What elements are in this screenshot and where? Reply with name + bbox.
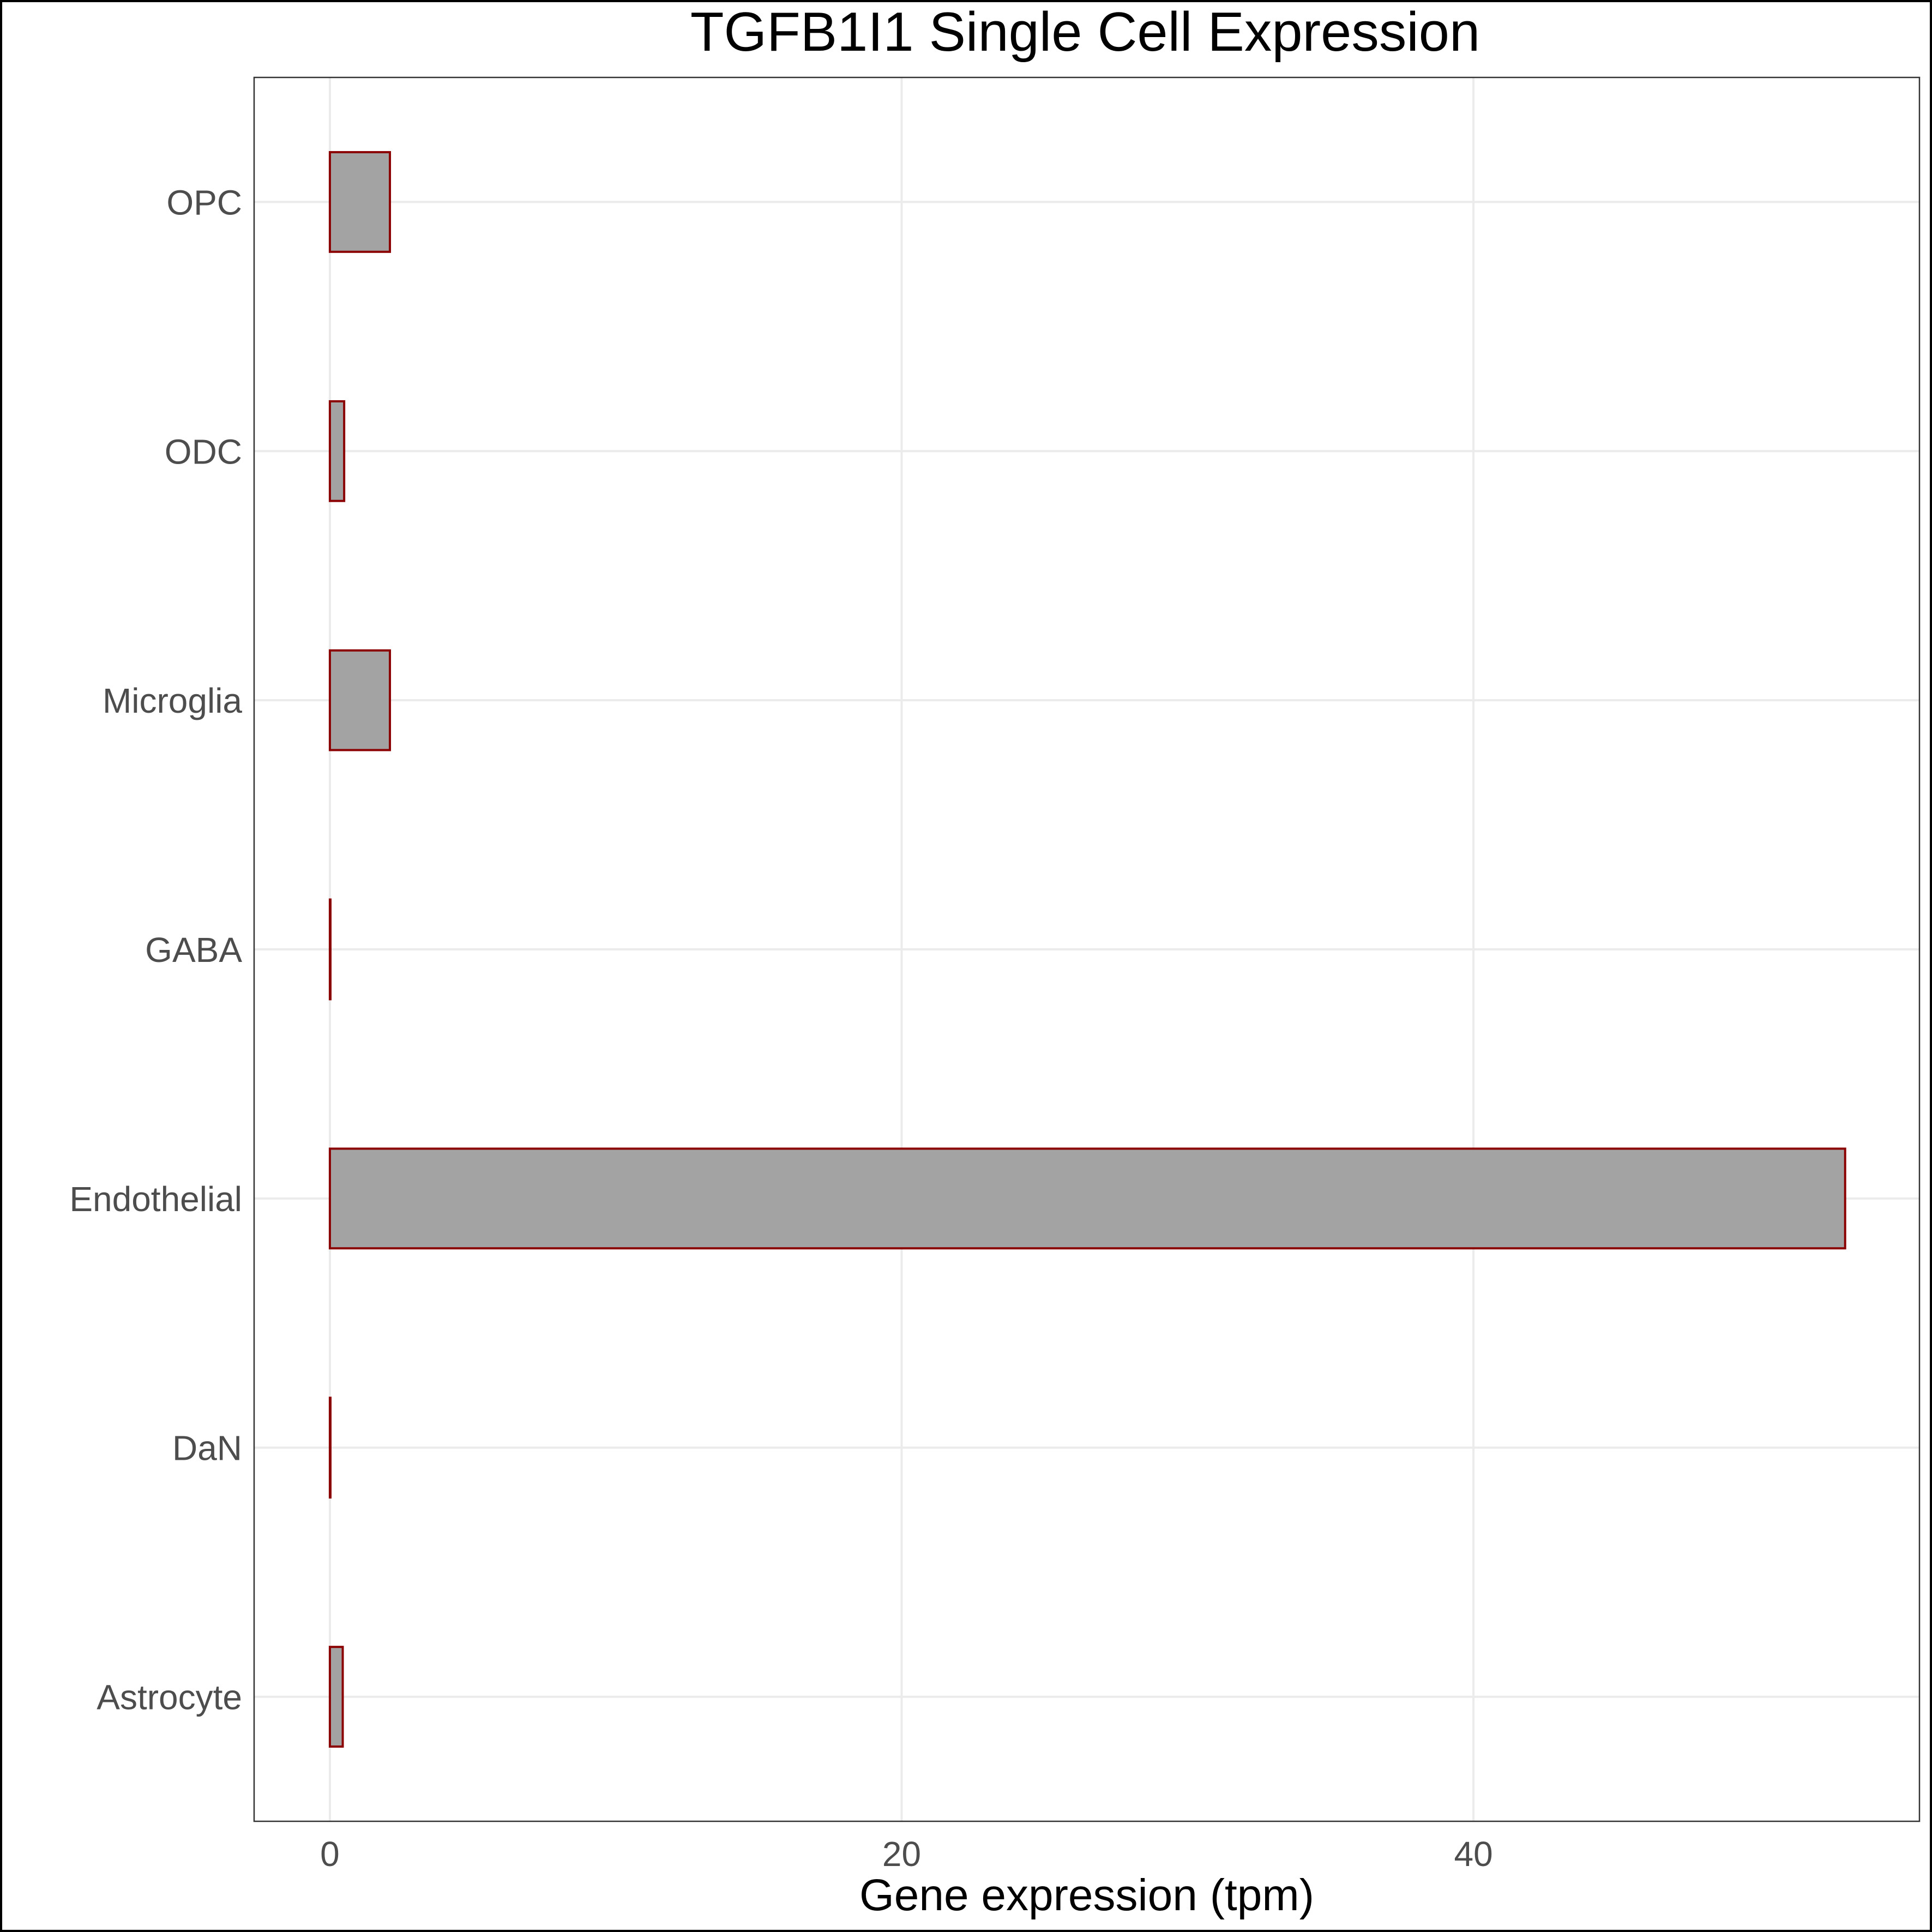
bars — [328, 151, 1846, 1748]
x-tick-labels: 0 20 40 — [320, 1834, 1493, 1874]
y-tick-label: Microglia — [103, 681, 242, 720]
y-tick-label: GABA — [145, 930, 242, 970]
y-tick-label: OPC — [166, 183, 242, 222]
panel-border — [253, 76, 1921, 1822]
bar-microglia — [328, 649, 392, 751]
x-axis-title: Gene expression (tpm) — [859, 1870, 1314, 1920]
y-tick-label: Endothelial — [69, 1179, 242, 1219]
y-tick-label: Astrocyte — [97, 1678, 242, 1717]
x-tick-label: 20 — [882, 1834, 921, 1874]
y-gridlines — [254, 201, 1919, 1698]
x-tick-label: 40 — [1454, 1834, 1493, 1874]
chart-title: TGFB1I1 Single Cell Expression — [690, 2, 1480, 63]
y-tick-label: ODC — [165, 432, 242, 471]
bar-endothelial — [328, 1147, 1846, 1250]
bar-odc — [328, 400, 346, 502]
bar-opc — [328, 151, 392, 253]
bar-astrocyte — [328, 1646, 344, 1748]
y-tick-labels: Astrocyte DaN Endothelial GABA Microglia ODC O… — [69, 183, 242, 1717]
y-tick-label: DaN — [172, 1429, 242, 1468]
x-tick-label: 0 — [320, 1834, 340, 1874]
